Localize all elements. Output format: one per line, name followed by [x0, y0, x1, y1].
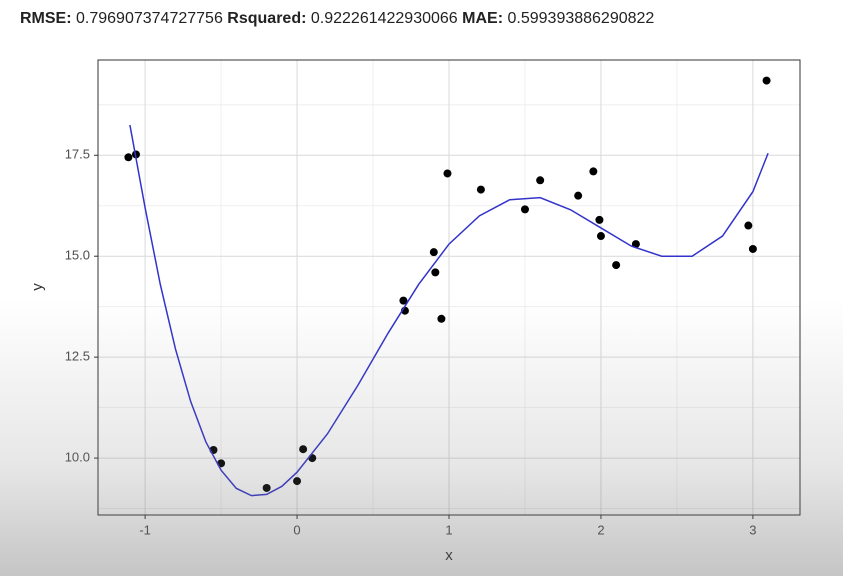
point: [429, 248, 438, 257]
metric-label: RMSE:: [20, 10, 72, 27]
metric-value: 0.599393886290822: [507, 10, 655, 27]
y-tick-label: 10.0: [65, 450, 90, 465]
point: [293, 477, 302, 486]
point: [596, 232, 605, 241]
point: [748, 244, 757, 253]
fit-line: [129, 124, 769, 497]
point: [595, 215, 604, 224]
point: [589, 167, 598, 176]
x-tick-label: -1: [139, 522, 151, 537]
point: [437, 314, 446, 323]
point: [262, 483, 271, 492]
point: [574, 191, 583, 200]
point: [631, 240, 640, 249]
metrics-header: RMSE: 0.796907374727756 Rsquared: 0.9222…: [20, 10, 654, 28]
point: [476, 185, 485, 194]
metric-value: 0.796907374727756: [76, 10, 223, 27]
x-tick-label: 0: [293, 522, 300, 537]
point: [443, 169, 452, 178]
x-tick-label: 1: [445, 522, 452, 537]
x-tick-label: 3: [749, 522, 756, 537]
point: [612, 261, 621, 270]
point: [399, 296, 408, 305]
x-tick-label: 2: [597, 522, 604, 537]
point: [762, 76, 771, 85]
metric-label: MAE:: [462, 10, 504, 27]
metric-label: Rsquared:: [227, 10, 307, 27]
metric-value: 0.922261422930066: [310, 10, 458, 27]
point: [520, 205, 529, 214]
y-axis-title: y: [29, 283, 46, 291]
y-tick-label: 17.5: [65, 147, 90, 162]
x-axis-title: x: [445, 547, 453, 564]
y-tick-label: 12.5: [65, 349, 90, 364]
plot-border: [97, 59, 801, 516]
point: [308, 454, 317, 463]
point: [536, 176, 545, 185]
point: [124, 153, 133, 162]
point: [744, 221, 753, 230]
point: [431, 268, 440, 277]
point: [299, 445, 308, 454]
y-tick-label: 15.0: [65, 248, 90, 263]
